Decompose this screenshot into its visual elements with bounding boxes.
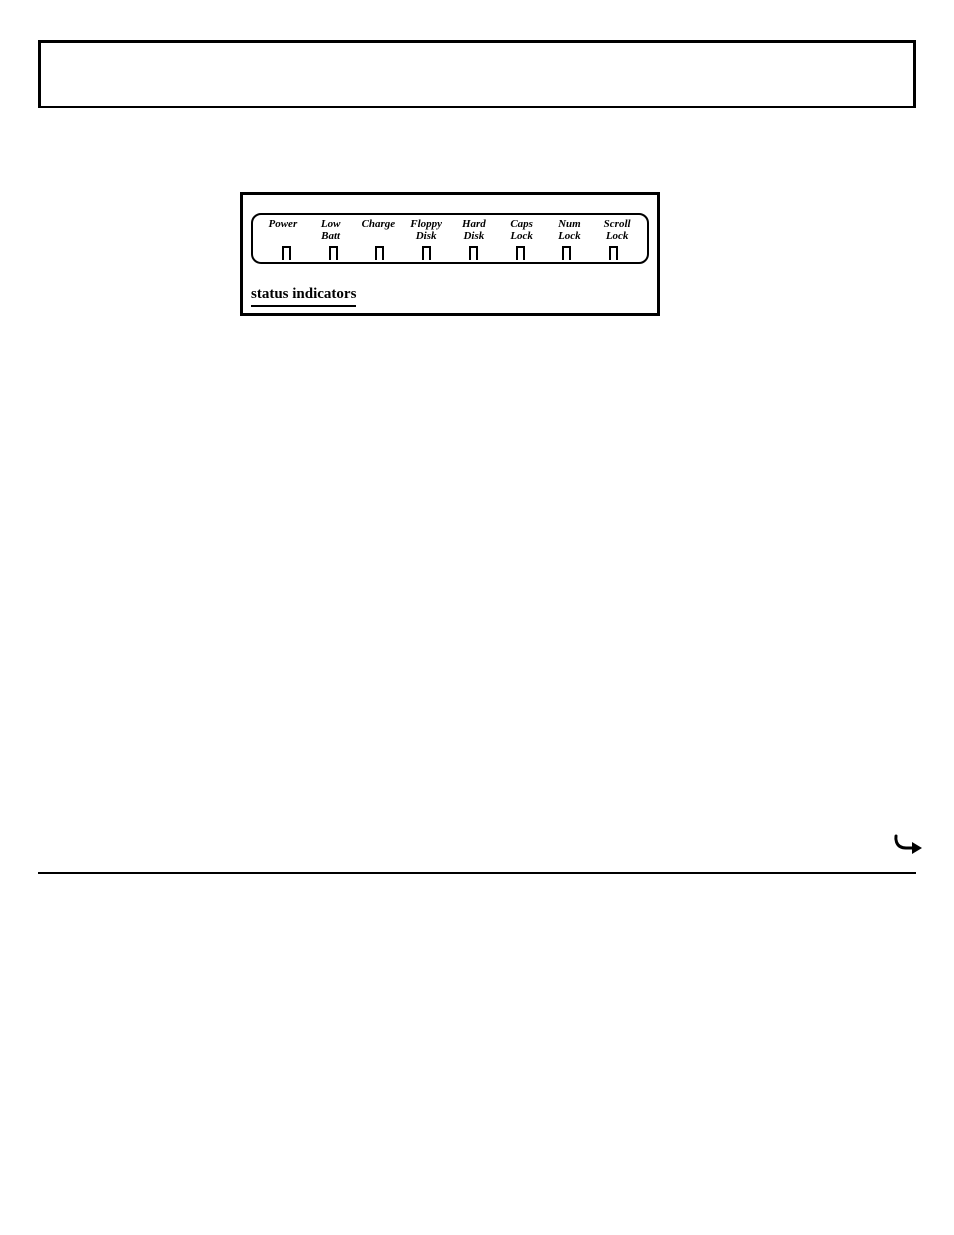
led-icon xyxy=(282,246,291,260)
led-icon xyxy=(329,246,338,260)
label-line2: Disk xyxy=(451,231,497,243)
led-icon xyxy=(469,246,478,260)
indicator-label: Charge xyxy=(355,219,403,242)
led-cell xyxy=(403,246,450,260)
indicator-label: Hard Disk xyxy=(450,219,498,242)
led-icon xyxy=(516,246,525,260)
led-cell xyxy=(544,246,591,260)
led-icon xyxy=(375,246,384,260)
label-line1: Hard xyxy=(451,219,497,231)
indicator-label: Floppy Disk xyxy=(402,219,450,242)
header-frame xyxy=(38,40,916,108)
label-line1: Num xyxy=(547,219,593,231)
led-icon xyxy=(562,246,571,260)
indicator-label: Power xyxy=(259,219,307,242)
indicator-label: Caps Lock xyxy=(498,219,546,242)
label-line1: Floppy xyxy=(403,219,449,231)
led-icon xyxy=(609,246,618,260)
indicator-label: Low Batt xyxy=(307,219,355,242)
label-line2: Lock xyxy=(547,231,593,243)
label-line2: Lock xyxy=(499,231,545,243)
diagram-caption: status indicators xyxy=(251,286,356,307)
label-line2: Disk xyxy=(403,231,449,243)
indicator-leds-row xyxy=(259,246,641,262)
indicator-labels-row: Power Low Batt Charge Floppy Disk Hard D… xyxy=(259,219,641,242)
label-line1: Low xyxy=(308,219,354,231)
label-line1: Scroll xyxy=(594,219,640,231)
continue-arrow-icon xyxy=(890,830,924,860)
led-cell xyxy=(263,246,310,260)
led-cell xyxy=(590,246,637,260)
led-icon xyxy=(422,246,431,260)
label-line2: Charge xyxy=(356,219,402,231)
label-line2: Batt xyxy=(308,231,354,243)
label-line2: Power xyxy=(260,219,306,231)
indicator-label: Scroll Lock xyxy=(593,219,641,242)
led-cell xyxy=(450,246,497,260)
indicator-label: Num Lock xyxy=(546,219,594,242)
label-line2: Lock xyxy=(594,231,640,243)
indicator-panel: Power Low Batt Charge Floppy Disk Hard D… xyxy=(251,213,649,264)
label-line1: Caps xyxy=(499,219,545,231)
footer-rule xyxy=(38,872,916,874)
led-cell xyxy=(497,246,544,260)
led-cell xyxy=(357,246,404,260)
status-indicator-diagram: Power Low Batt Charge Floppy Disk Hard D… xyxy=(240,192,660,316)
led-cell xyxy=(310,246,357,260)
